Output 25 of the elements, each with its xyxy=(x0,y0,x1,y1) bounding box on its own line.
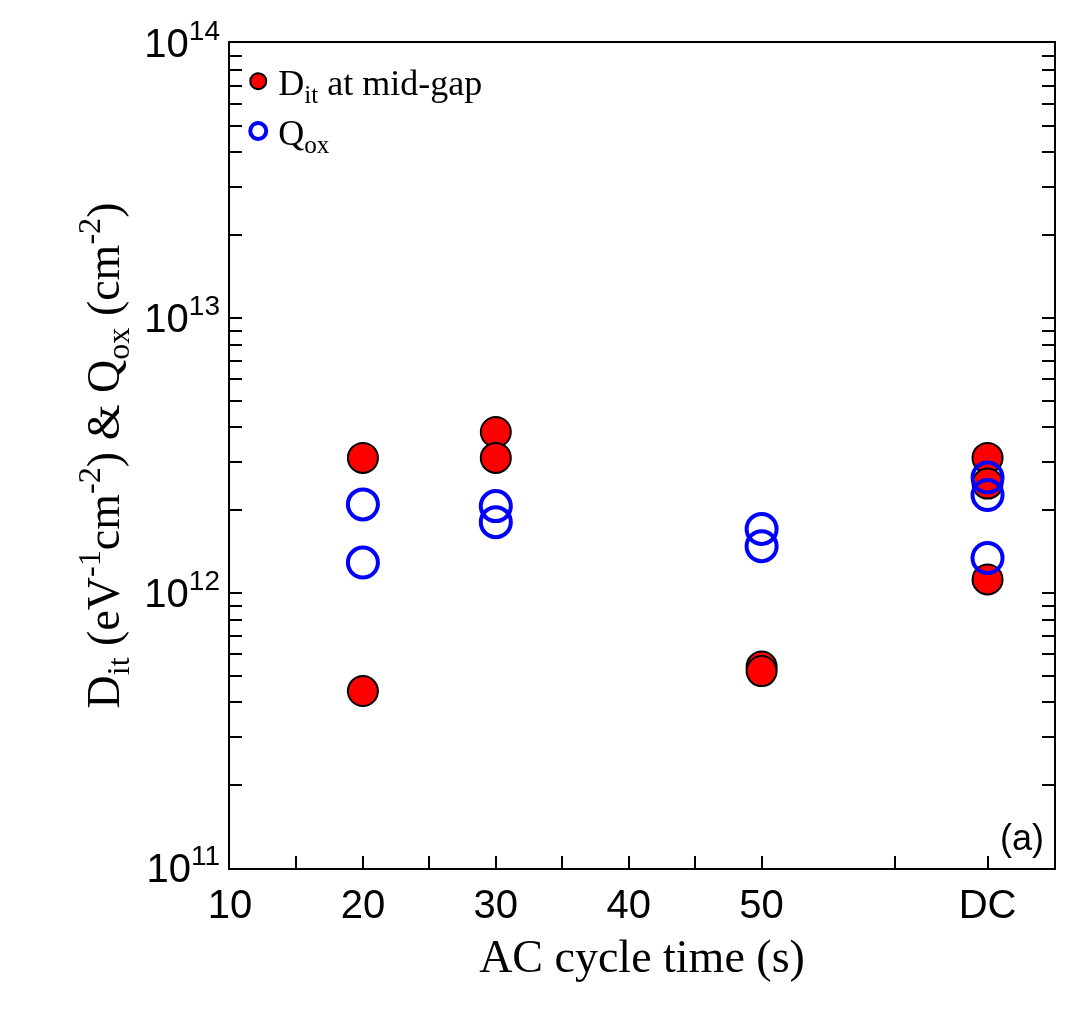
y-tick-label: 10$^{13}$ xyxy=(144,290,220,340)
x-tick-label: 30 xyxy=(473,882,519,926)
point xyxy=(478,489,513,524)
annotation: (a) xyxy=(1000,817,1044,858)
point xyxy=(744,529,779,564)
x-tick-label: 50 xyxy=(739,882,784,926)
point xyxy=(345,545,380,580)
point xyxy=(479,441,512,474)
point xyxy=(970,460,1005,495)
legend-label: D$_{it}$ at mid-gap xyxy=(278,63,483,108)
x-tick-label: 20 xyxy=(340,882,386,926)
point xyxy=(744,511,779,546)
point xyxy=(478,505,513,540)
y-tick-label: 10$^{14}$ xyxy=(144,15,220,65)
point xyxy=(479,416,512,448)
point xyxy=(970,478,1005,513)
point xyxy=(346,441,379,474)
x-tick-label: 40 xyxy=(606,882,651,926)
y-tick-label: 10$^{12}$ xyxy=(144,565,220,615)
point xyxy=(346,675,379,708)
point xyxy=(345,487,380,522)
x-tick-label: DC xyxy=(958,882,1017,926)
x-axis-title: AC cycle time (s) xyxy=(479,931,805,983)
legend-label: Q$_{ox}$ xyxy=(278,112,330,158)
point xyxy=(970,541,1005,576)
